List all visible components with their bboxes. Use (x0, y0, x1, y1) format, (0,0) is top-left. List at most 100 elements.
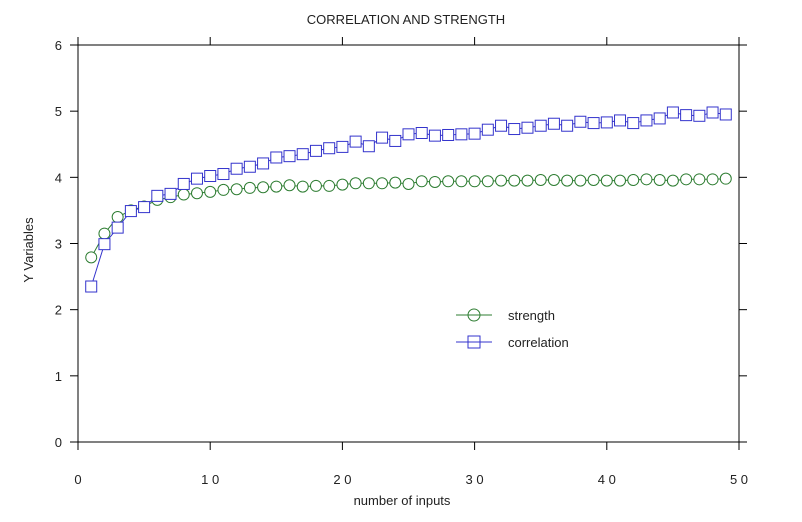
data-point-correlation (640, 114, 653, 127)
y-tick-label: 5 (55, 104, 62, 119)
y-tick-label: 6 (55, 38, 62, 53)
data-point-correlation (323, 142, 336, 155)
legend-label-strength: strength (508, 308, 555, 323)
data-point-strength (587, 173, 600, 186)
legend-marker-correlation (467, 335, 481, 349)
y-tick-label: 3 (55, 237, 62, 252)
data-point-correlation (138, 201, 151, 214)
data-point-correlation (389, 134, 402, 147)
data-point-correlation (495, 119, 508, 132)
data-point-strength (296, 180, 309, 193)
data-point-correlation (243, 160, 256, 173)
legend: strength correlation (456, 308, 569, 350)
data-point-strength (455, 175, 468, 188)
data-point-correlation (296, 148, 309, 161)
data-point-correlation (719, 108, 732, 121)
data-point-strength (85, 251, 98, 264)
data-point-strength (468, 175, 481, 188)
data-point-correlation (455, 128, 468, 141)
data-point-correlation (204, 170, 217, 183)
data-point-correlation (442, 128, 455, 141)
data-point-correlation (336, 140, 349, 153)
data-point-correlation (376, 131, 389, 144)
data-point-correlation (428, 129, 441, 142)
data-point-correlation (693, 109, 706, 122)
data-point-strength (190, 187, 203, 200)
y-axis-label: Y Variables (21, 217, 36, 283)
data-point-correlation (415, 127, 428, 140)
data-point-strength (574, 174, 587, 187)
data-point-strength (693, 173, 706, 186)
x-tick-label: 1 0 (201, 472, 219, 487)
data-point-correlation (521, 121, 534, 134)
data-point-correlation (98, 238, 111, 251)
data-point-correlation (257, 157, 270, 170)
data-point-strength (561, 174, 574, 187)
data-point-strength (243, 181, 256, 194)
data-point-strength (614, 174, 627, 187)
data-point-correlation (508, 123, 521, 136)
data-point-correlation (561, 119, 574, 132)
data-point-strength (640, 173, 653, 186)
data-point-correlation (600, 116, 613, 129)
data-point-correlation (614, 114, 627, 127)
chart-title: CORRELATION AND STRENGTH (307, 12, 505, 27)
x-tick-label: 0 (74, 472, 81, 487)
x-axis-label: number of inputs (354, 493, 451, 508)
data-point-strength (534, 173, 547, 186)
data-point-strength (323, 179, 336, 192)
data-point-correlation (481, 123, 494, 136)
series-strength (85, 172, 732, 264)
y-tick-label: 4 (55, 170, 62, 185)
x-tick-label: 2 0 (333, 472, 351, 487)
data-point-correlation (534, 119, 547, 132)
data-point-correlation (547, 117, 560, 130)
data-point-strength (481, 175, 494, 188)
data-point-correlation (666, 106, 679, 119)
data-point-correlation (270, 151, 283, 164)
y-tick-label: 1 (55, 369, 62, 384)
data-point-strength (508, 174, 521, 187)
data-point-strength (362, 177, 375, 190)
data-point-correlation (402, 128, 415, 141)
x-tick-label: 4 0 (598, 472, 616, 487)
data-point-strength (230, 183, 243, 196)
data-point-strength (600, 174, 613, 187)
data-point-strength (680, 173, 693, 186)
data-point-strength (719, 172, 732, 185)
data-point-strength (442, 175, 455, 188)
series-correlation (85, 106, 732, 293)
data-point-strength (402, 177, 415, 190)
legend-item-correlation: correlation (456, 335, 569, 350)
data-point-correlation (177, 177, 190, 190)
data-point-correlation (190, 172, 203, 185)
data-point-strength (547, 173, 560, 186)
data-point-strength (283, 179, 296, 192)
data-point-strength (376, 177, 389, 190)
x-axis-ticks: 0 1 0 2 0 3 0 4 0 5 0 (74, 37, 748, 487)
data-point-correlation (706, 106, 719, 119)
y-axis-ticks: 0 1 2 3 4 5 6 (55, 38, 747, 450)
data-point-correlation (309, 144, 322, 157)
data-point-strength (415, 175, 428, 188)
data-point-correlation (111, 221, 124, 234)
data-point-correlation (85, 280, 98, 293)
data-point-strength (349, 177, 362, 190)
legend-marker-strength (467, 308, 481, 322)
data-point-strength (257, 181, 270, 194)
data-point-strength (177, 188, 190, 201)
data-point-strength (309, 179, 322, 192)
data-point-correlation (587, 117, 600, 130)
y-tick-label: 2 (55, 303, 62, 318)
data-point-strength (270, 180, 283, 193)
legend-item-strength: strength (456, 308, 555, 323)
data-point-correlation (574, 115, 587, 128)
data-point-correlation (627, 117, 640, 130)
data-point-correlation (283, 150, 296, 163)
series-layer (85, 106, 732, 293)
data-point-strength (111, 211, 124, 224)
data-point-strength (336, 178, 349, 191)
data-point-correlation (653, 112, 666, 125)
data-point-strength (217, 183, 230, 196)
